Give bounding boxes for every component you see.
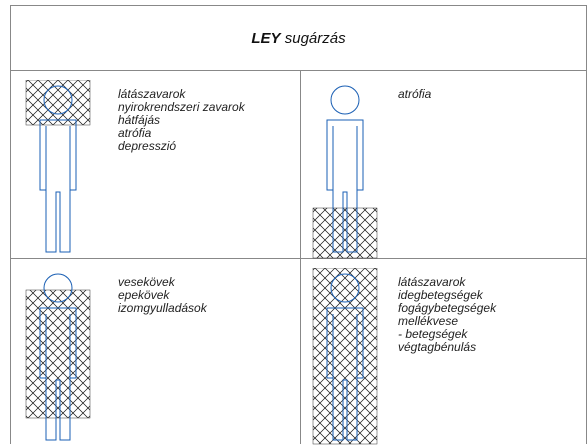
- border: [300, 70, 301, 444]
- body-figure: [25, 80, 91, 253]
- body-figure: [312, 268, 378, 445]
- symptom: végtagbénulás: [398, 340, 477, 354]
- symptom: atrófia: [118, 126, 152, 140]
- symptom-list: vesekövek epekövek izomgyulladások: [118, 276, 207, 315]
- symptom: - betegségek: [398, 327, 468, 341]
- symptom: depresszió: [118, 139, 177, 153]
- border: [10, 5, 11, 444]
- symptom: epekövek: [118, 288, 170, 302]
- symptom: idegbetegségek: [398, 288, 483, 302]
- border: [10, 70, 587, 71]
- body-figure: [25, 273, 91, 441]
- border: [10, 5, 587, 6]
- symptom: izomgyulladások: [118, 301, 207, 315]
- title-rest: sugárzás: [284, 30, 346, 47]
- symptom: látászavarok: [118, 87, 186, 101]
- title-bold: LEY: [251, 30, 281, 47]
- symptom: nyirokrendszeri zavarok: [118, 100, 245, 114]
- symptom: hátfájás: [118, 113, 161, 127]
- symptom: mellékvese: [398, 314, 459, 328]
- symptom: fogágybetegségek: [398, 301, 497, 315]
- symptom: látászavarok: [398, 275, 466, 289]
- symptom: vesekövek: [118, 275, 175, 289]
- border: [10, 258, 587, 259]
- symptom: atrófia: [398, 87, 432, 101]
- symptom-list: látászavarok idegbetegségek fogágybetegség…: [398, 276, 496, 354]
- symptom-list: látászavarok nyirokrendszeri zavarok hátfá…: [118, 88, 245, 153]
- title: LEY sugárzás: [10, 30, 587, 47]
- symptom-list: atrófia: [398, 88, 431, 101]
- body-figure: [312, 85, 378, 259]
